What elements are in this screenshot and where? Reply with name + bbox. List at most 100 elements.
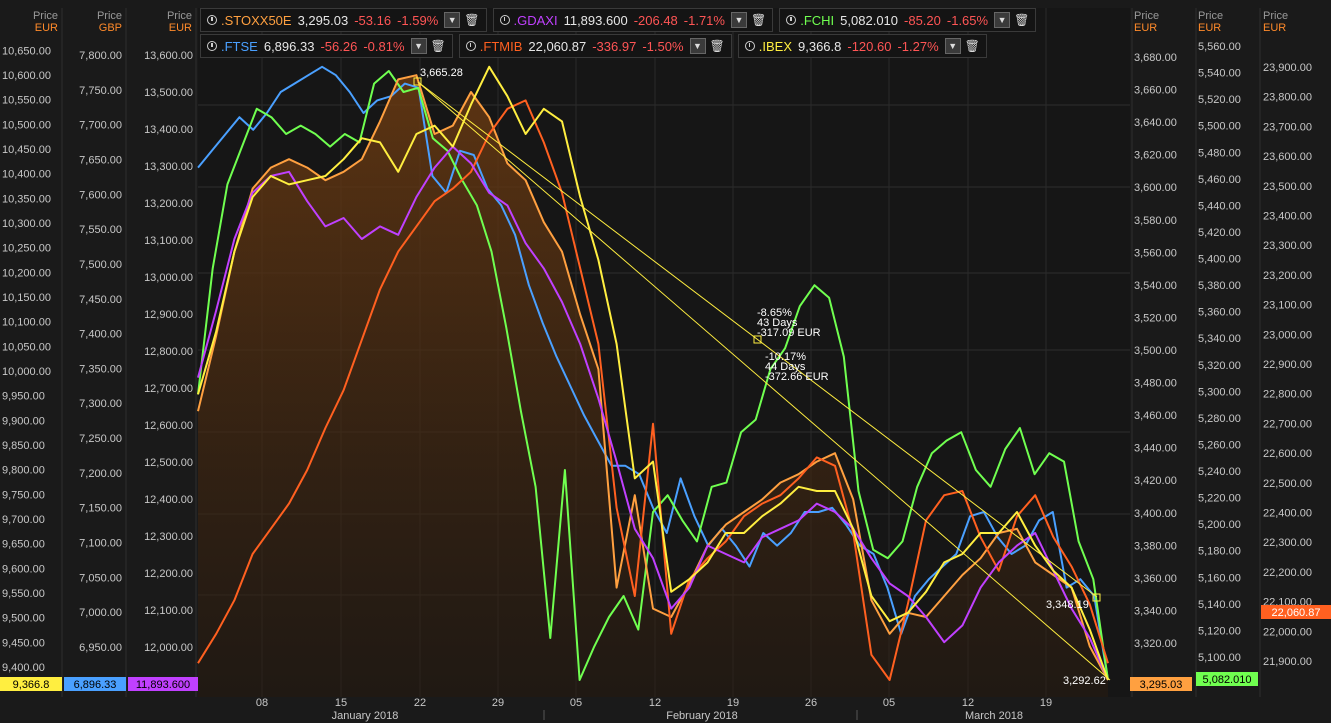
chevron-down-icon[interactable]: ▼	[689, 38, 706, 54]
tick-label-stoxx: 3,480.00	[1134, 378, 1177, 390]
series-line-ibex	[197, 65, 1109, 681]
trash-icon[interactable]: 🗑	[964, 39, 980, 53]
tick-label-fchi: 5,340.00	[1198, 333, 1241, 345]
tick-label-ftmib: 22,600.00	[1263, 448, 1312, 460]
legend-ftse[interactable]: .FTSE 6,896.33 -56.26 -0.81% ▼ 🗑	[200, 34, 453, 58]
legend-change: -336.97	[592, 38, 637, 54]
last-price-badge-stoxx	[1130, 677, 1192, 691]
tick-label-ftmib: 22,300.00	[1263, 537, 1312, 549]
legend-row-bottom: .FTSE 6,896.33 -56.26 -0.81% ▼ 🗑 .FTMIB 22,060.…	[200, 34, 987, 58]
tick-label-fchi: 5,380.00	[1198, 280, 1241, 292]
x-tick-label: 08	[256, 697, 268, 709]
tick-label-stoxx: 3,580.00	[1134, 215, 1177, 227]
annotation-box2-line: -372.66 EUR	[765, 371, 829, 383]
tick-label-stoxx: 3,360.00	[1134, 573, 1177, 585]
axis-currency-ftmib: EUR	[1263, 22, 1286, 34]
trash-icon[interactable]: 🗑	[750, 13, 767, 27]
legend-value: 11,893.600	[563, 12, 628, 28]
tick-label-ftmib: 23,300.00	[1263, 240, 1312, 252]
tick-label-fchi: 5,240.00	[1198, 466, 1241, 478]
tick-label-ibex: 9,750.00	[2, 489, 45, 501]
legend-change: -206.48	[633, 12, 678, 28]
clock-icon	[499, 15, 510, 25]
last-price-label-ibex: 9,366.8	[13, 679, 50, 691]
tick-label-ftmib: 23,700.00	[1263, 121, 1312, 133]
tick-label-fchi: 5,460.00	[1198, 174, 1241, 186]
tick-label-stoxx: 3,620.00	[1134, 150, 1177, 162]
last-price-label-ftmib: 22,060.87	[1272, 607, 1321, 619]
x-tick-label: 29	[492, 697, 504, 709]
chevron-down-icon[interactable]: ▼	[730, 12, 747, 28]
tick-label-ibex: 10,250.00	[2, 243, 51, 255]
last-price-badge-gdaxi	[128, 677, 198, 691]
clock-icon	[786, 15, 797, 25]
legend-value: 9,366.8	[798, 38, 842, 54]
legend-value: 22,060.87	[528, 38, 587, 54]
tick-label-ibex: 9,850.00	[2, 440, 45, 452]
tick-label-stoxx: 3,520.00	[1134, 312, 1177, 324]
tick-label-gdaxi: 13,000.00	[144, 272, 193, 284]
tick-label-ftse: 6,950.00	[79, 642, 122, 654]
chevron-down-icon[interactable]: ▼	[994, 12, 1011, 28]
chevron-down-icon[interactable]: ▼	[410, 38, 427, 54]
tick-label-ibex: 9,450.00	[2, 637, 45, 649]
tick-label-stoxx: 3,340.00	[1134, 605, 1177, 617]
legend-stoxx50e[interactable]: .STOXX50E 3,295.03 -53.16 -1.59% ▼ 🗑	[200, 8, 487, 32]
legend-pct: -1.59%	[397, 12, 439, 28]
tick-label-ibex: 10,150.00	[2, 292, 51, 304]
x-tick-label: 05	[570, 697, 582, 709]
tick-label-ftmib: 23,100.00	[1263, 300, 1312, 312]
legend-value: 3,295.03	[297, 12, 349, 28]
tick-label-ibex: 10,200.00	[2, 267, 51, 279]
tick-label-ftse: 7,000.00	[79, 607, 122, 619]
legend-symbol: .FCHI	[800, 12, 835, 28]
trend-lines: 3,665.28 -8.65%43 Days-317.09 EUR -10.17%4…	[413, 67, 1111, 687]
legend-change: -120.60	[847, 38, 892, 54]
legend-pct: -1.27%	[897, 38, 939, 54]
tick-label-ibex: 9,500.00	[2, 613, 45, 625]
last-price-label-fchi: 5,082.010	[1203, 674, 1252, 686]
chevron-down-icon[interactable]: ▼	[444, 12, 461, 28]
tick-label-ibex: 9,600.00	[2, 563, 45, 575]
tick-label-fchi: 5,120.00	[1198, 625, 1241, 637]
tick-label-ftmib: 21,900.00	[1263, 656, 1312, 668]
tick-label-ibex: 10,450.00	[2, 144, 51, 156]
tick-label-gdaxi: 12,900.00	[144, 309, 193, 321]
tick-label-fchi: 5,560.00	[1198, 41, 1241, 53]
tick-label-ibex: 9,950.00	[2, 391, 45, 403]
legend-change: -53.16	[354, 12, 392, 28]
tick-label-ibex: 10,600.00	[2, 70, 51, 82]
trash-icon[interactable]: 🗑	[1014, 13, 1030, 27]
tick-label-stoxx: 3,660.00	[1134, 85, 1177, 97]
tick-label-stoxx: 3,400.00	[1134, 508, 1177, 520]
tick-label-ftmib: 22,800.00	[1263, 389, 1312, 401]
tick-label-ibex: 10,550.00	[2, 95, 51, 107]
legend-symbol: .STOXX50E	[221, 12, 292, 28]
clock-icon	[465, 41, 476, 51]
legend-ibex[interactable]: .IBEX 9,366.8 -120.60 -1.27% ▼ 🗑	[737, 34, 987, 58]
axis-currency-stoxx: EUR	[1134, 22, 1157, 34]
x-tick-label: 12	[649, 697, 661, 709]
chevron-down-icon[interactable]: ▼	[944, 38, 961, 54]
legend-fchi[interactable]: .FCHI 5,082.010 -85.20 -1.65% ▼ 🗑	[779, 8, 1037, 32]
tick-label-ibex: 10,000.00	[2, 366, 51, 378]
legend-gdaxi[interactable]: .GDAXI 11,893.600 -206.48 -1.71% ▼ 🗑	[492, 8, 774, 32]
legend-ftmib[interactable]: .FTMIB 22,060.87 -336.97 -1.50% ▼ 🗑	[458, 34, 732, 58]
tick-label-fchi: 5,200.00	[1198, 519, 1241, 531]
legend-symbol: .FTSE	[221, 38, 258, 54]
tick-label-ftmib: 22,900.00	[1263, 359, 1312, 371]
series-line-ftse	[197, 65, 1109, 681]
trash-icon[interactable]: 🗑	[464, 13, 480, 27]
series-line-stoxx50e	[197, 74, 1109, 681]
tick-label-fchi: 5,440.00	[1198, 200, 1241, 212]
tick-label-ibex: 9,650.00	[2, 539, 45, 551]
trash-icon[interactable]: 🗑	[709, 39, 725, 53]
tick-label-gdaxi: 12,000.00	[144, 642, 193, 654]
x-tick-label: 15	[335, 697, 347, 709]
trash-icon[interactable]: 🗑	[430, 39, 446, 53]
tick-label-ftse: 7,600.00	[79, 189, 122, 201]
